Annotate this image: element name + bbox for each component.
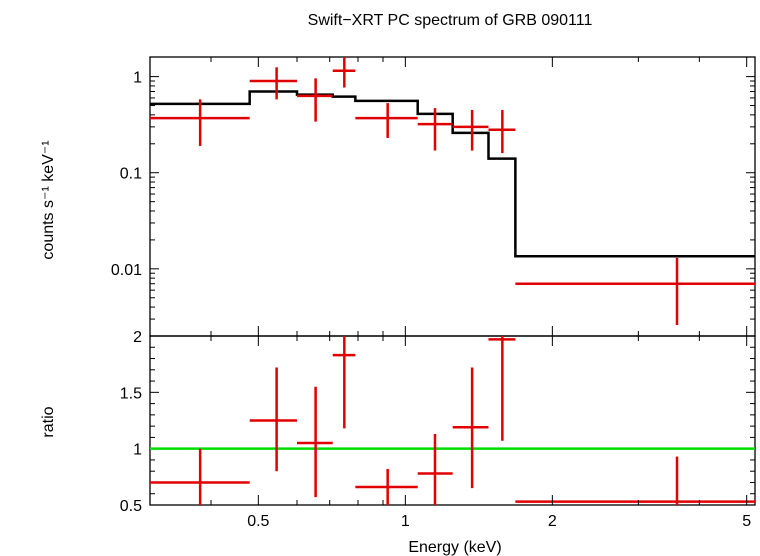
ratio-y-tick-label: 1 [133, 442, 142, 459]
spectrum-data-point [249, 67, 298, 100]
spectrum-data-point [452, 109, 489, 151]
spectrum-y-axis-label: counts s⁻¹ keV⁻¹ [40, 140, 57, 259]
x-tick-label: 5 [742, 513, 751, 530]
x-tick-label: 0.5 [247, 513, 269, 530]
spectrum-data-point [332, 57, 356, 88]
spectrum-data-point [488, 109, 516, 154]
spectrum-y-tick-label: 1 [133, 70, 142, 87]
ratio-y-tick-label: 0.5 [120, 498, 142, 515]
ratio-data-point [249, 367, 298, 472]
ratio-data-point [452, 367, 489, 489]
spectrum-y-tick-label: 0.1 [120, 166, 142, 183]
spectrum-data-point [355, 103, 418, 138]
spectrum-panel: 1 0.1 0.01 [111, 56, 756, 337]
ratio-y-tick-label: 1.5 [120, 385, 142, 402]
ratio-data-point [150, 448, 250, 505]
ratio-data-point [297, 386, 333, 498]
spectrum-data-point [150, 99, 250, 146]
ratio-panel: 0.5 1 1.5 2 0.5 1 2 5 [120, 329, 756, 530]
ratio-frame [149, 335, 756, 506]
spectrum-frame [149, 56, 756, 337]
spectrum-data-point [417, 108, 453, 151]
x-tick-label: 2 [548, 513, 557, 530]
x-axis-label: Energy (keV) [408, 539, 501, 556]
spectrum-y-tick-label: 0.01 [111, 262, 142, 279]
ratio-data-point [355, 468, 418, 505]
ratio-data-point [515, 456, 755, 505]
ratio-data-point [488, 336, 516, 441]
ratio-data-point [417, 434, 453, 505]
model-histogram [150, 90, 755, 258]
spectrum-data-point [297, 78, 333, 122]
ratio-y-axis-label: ratio [40, 406, 57, 437]
x-tick-label: 1 [401, 513, 410, 530]
spectrum-data-point [515, 257, 755, 326]
chart-title: Swift−XRT PC spectrum of GRB 090111 [308, 12, 593, 29]
ratio-data-point [332, 336, 356, 429]
ratio-y-tick-label: 2 [133, 329, 142, 346]
